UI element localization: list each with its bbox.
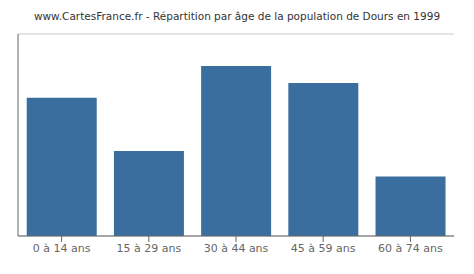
svg-text:15 à 29 ans: 15 à 29 ans bbox=[116, 242, 181, 255]
svg-text:60 à 74 ans: 60 à 74 ans bbox=[378, 242, 443, 255]
svg-text:30 à 44 ans: 30 à 44 ans bbox=[204, 242, 269, 255]
html-text:www.CartesFrance.fr - Répartit: www.CartesFrance.fr - Répartition par âg… bbox=[33, 10, 441, 22]
svg-text:45 à 59 ans: 45 à 59 ans bbox=[291, 242, 356, 255]
svg-text:0 à 14 ans: 0 à 14 ans bbox=[33, 242, 91, 255]
